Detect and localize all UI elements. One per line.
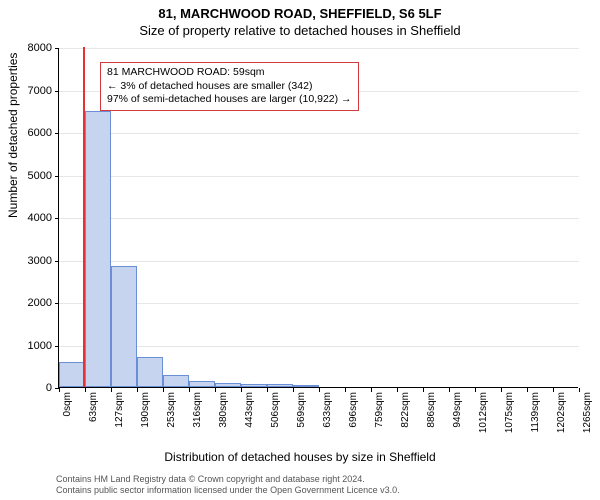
gridline bbox=[59, 48, 579, 49]
x-tick bbox=[215, 388, 216, 392]
y-tick bbox=[55, 48, 59, 49]
x-tick bbox=[579, 388, 580, 392]
x-tick bbox=[501, 388, 502, 392]
y-tick bbox=[55, 218, 59, 219]
histogram-bar bbox=[241, 384, 267, 387]
histogram-bar bbox=[137, 357, 163, 387]
histogram-bar bbox=[215, 383, 241, 387]
y-tick-label: 3000 bbox=[12, 255, 52, 267]
footer-attribution: Contains HM Land Registry data © Crown c… bbox=[56, 474, 400, 496]
x-tick bbox=[397, 388, 398, 392]
y-tick-label: 0 bbox=[12, 382, 52, 394]
gridline bbox=[59, 261, 579, 262]
x-tick-label: 949sqm bbox=[452, 392, 463, 428]
y-tick-label: 5000 bbox=[12, 170, 52, 182]
y-tick-label: 8000 bbox=[12, 42, 52, 54]
x-tick bbox=[449, 388, 450, 392]
x-tick-label: 759sqm bbox=[374, 392, 385, 428]
gridline bbox=[59, 133, 579, 134]
x-tick bbox=[553, 388, 554, 392]
reference-line bbox=[83, 47, 85, 387]
x-tick-label: 1075sqm bbox=[504, 392, 515, 433]
callout-line: 97% of semi-detached houses are larger (… bbox=[107, 93, 352, 107]
y-tick bbox=[55, 303, 59, 304]
x-tick-label: 1012sqm bbox=[478, 392, 489, 433]
x-tick bbox=[423, 388, 424, 392]
y-tick-label: 7000 bbox=[12, 85, 52, 97]
x-tick bbox=[319, 388, 320, 392]
x-tick bbox=[267, 388, 268, 392]
y-tick bbox=[55, 91, 59, 92]
y-tick-label: 2000 bbox=[12, 297, 52, 309]
x-tick-label: 569sqm bbox=[296, 392, 307, 428]
x-tick-label: 696sqm bbox=[348, 392, 359, 428]
x-tick bbox=[189, 388, 190, 392]
footer-line-2: Contains public sector information licen… bbox=[56, 485, 400, 496]
gridline bbox=[59, 346, 579, 347]
x-tick-label: 506sqm bbox=[270, 392, 281, 428]
x-tick-label: 63sqm bbox=[88, 392, 99, 422]
y-tick bbox=[55, 261, 59, 262]
x-axis-label: Distribution of detached houses by size … bbox=[0, 450, 600, 464]
footer-line-1: Contains HM Land Registry data © Crown c… bbox=[56, 474, 400, 485]
gridline bbox=[59, 303, 579, 304]
y-tick-label: 6000 bbox=[12, 127, 52, 139]
gridline bbox=[59, 176, 579, 177]
x-tick-label: 1139sqm bbox=[530, 392, 541, 432]
y-tick bbox=[55, 346, 59, 347]
chart-title-address: 81, MARCHWOOD ROAD, SHEFFIELD, S6 5LF bbox=[0, 0, 600, 21]
callout-line: 81 MARCHWOOD ROAD: 59sqm bbox=[107, 66, 352, 80]
y-tick bbox=[55, 176, 59, 177]
x-tick-label: 316sqm bbox=[192, 392, 203, 428]
x-tick-label: 253sqm bbox=[166, 392, 177, 428]
x-tick bbox=[163, 388, 164, 392]
x-tick-label: 0sqm bbox=[62, 392, 73, 416]
x-tick-label: 1202sqm bbox=[556, 392, 567, 433]
histogram-bar bbox=[293, 385, 319, 387]
histogram-bar bbox=[189, 381, 215, 387]
reference-callout: 81 MARCHWOOD ROAD: 59sqm← 3% of detached… bbox=[100, 62, 359, 111]
y-tick-label: 4000 bbox=[12, 212, 52, 224]
y-tick bbox=[55, 133, 59, 134]
x-tick bbox=[137, 388, 138, 392]
x-tick bbox=[475, 388, 476, 392]
x-tick bbox=[345, 388, 346, 392]
x-tick-label: 127sqm bbox=[114, 392, 125, 428]
chart-area: 0sqm63sqm127sqm190sqm253sqm316sqm380sqm4… bbox=[58, 48, 578, 388]
y-tick-label: 1000 bbox=[12, 340, 52, 352]
chart-title-desc: Size of property relative to detached ho… bbox=[0, 21, 600, 38]
x-tick-label: 190sqm bbox=[140, 392, 151, 428]
gridline bbox=[59, 218, 579, 219]
histogram-bar bbox=[111, 266, 137, 387]
x-tick-label: 633sqm bbox=[322, 392, 333, 428]
x-tick bbox=[85, 388, 86, 392]
x-tick-label: 1265sqm bbox=[582, 392, 593, 433]
x-tick bbox=[293, 388, 294, 392]
x-tick-label: 443sqm bbox=[244, 392, 255, 428]
histogram-bar bbox=[85, 111, 111, 387]
callout-line: ← 3% of detached houses are smaller (342… bbox=[107, 80, 352, 94]
histogram-bar bbox=[267, 384, 293, 387]
x-tick-label: 822sqm bbox=[400, 392, 411, 428]
histogram-bar bbox=[163, 375, 189, 387]
x-tick-label: 886sqm bbox=[426, 392, 437, 428]
x-tick-label: 380sqm bbox=[218, 392, 229, 428]
x-tick bbox=[371, 388, 372, 392]
x-tick bbox=[111, 388, 112, 392]
x-tick bbox=[59, 388, 60, 392]
x-tick bbox=[241, 388, 242, 392]
x-tick bbox=[527, 388, 528, 392]
histogram-bar bbox=[59, 362, 85, 387]
